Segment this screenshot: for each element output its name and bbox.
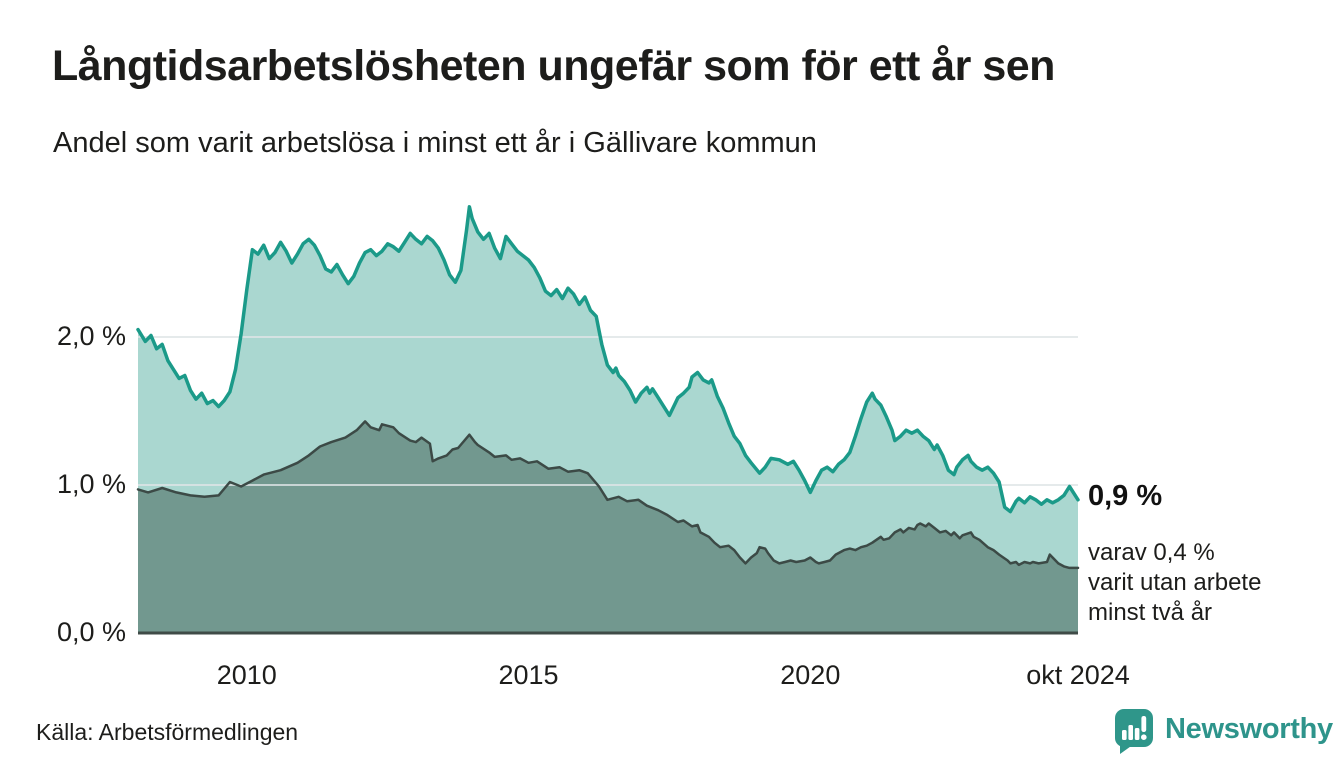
newsworthy-wordmark: Newsworthy xyxy=(1165,713,1333,745)
series-total-line xyxy=(136,205,1080,514)
logo-exclamation-icon xyxy=(1141,716,1147,732)
logo-bar-2 xyxy=(1128,725,1133,740)
series-twoyear-line xyxy=(136,420,1080,570)
y-tick-label-2: 2,0 % xyxy=(56,321,126,351)
y-tick-label-1: 1,0 % xyxy=(56,469,126,499)
x-tick-label-okt2024: okt 2024 xyxy=(1026,660,1130,690)
end-sub-annotation: varav 0,4 % varit utan arbete minst två … xyxy=(1088,539,1262,626)
logo-bar-1 xyxy=(1122,730,1127,740)
series-twoyear-area xyxy=(138,421,1078,633)
y-tick-label-0: 0,0 % xyxy=(56,617,126,647)
logo-bar-3 xyxy=(1134,728,1140,740)
x-tick-label-2020: 2020 xyxy=(780,660,841,690)
gridlines xyxy=(138,336,1078,486)
end-value-annotation: 0,9 % xyxy=(1088,480,1163,512)
page-title: Långtidsarbetslösheten ungefär som för e… xyxy=(52,42,1055,90)
chart-subtitle: Andel som varit arbetslösa i minst ett å… xyxy=(53,127,817,159)
source-caption: Källa: Arbetsförmedlingen xyxy=(36,719,299,745)
newsworthy-logo-icon xyxy=(1115,709,1153,754)
newsworthy-brand: Newsworthy xyxy=(1112,707,1333,757)
x-tick-label-2015: 2015 xyxy=(498,660,559,690)
x-tick-label-2010: 2010 xyxy=(216,660,277,690)
